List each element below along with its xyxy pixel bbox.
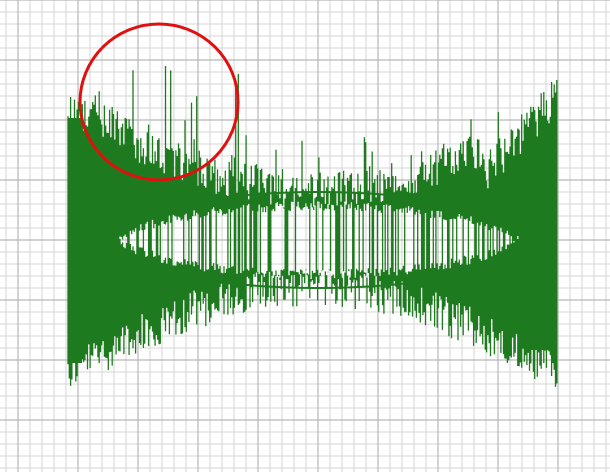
waveform-ellipse-outline	[112, 191, 525, 289]
waveform	[67, 66, 558, 387]
waveform-left-edge	[68, 118, 82, 363]
waveform-right-edge	[528, 150, 550, 350]
highlight-circle	[78, 22, 240, 182]
